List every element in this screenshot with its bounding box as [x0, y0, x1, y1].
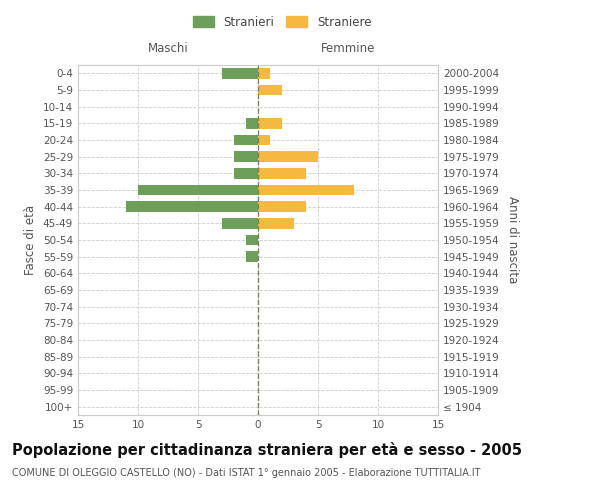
Bar	[258, 68, 270, 78]
Bar	[222, 218, 258, 229]
Bar	[222, 68, 258, 78]
Bar	[126, 201, 258, 212]
Bar	[258, 201, 306, 212]
Bar	[246, 234, 258, 246]
Bar	[234, 151, 258, 162]
Bar	[258, 184, 354, 196]
Bar	[138, 184, 258, 196]
Bar	[246, 251, 258, 262]
Text: COMUNE DI OLEGGIO CASTELLO (NO) - Dati ISTAT 1° gennaio 2005 - Elaborazione TUTT: COMUNE DI OLEGGIO CASTELLO (NO) - Dati I…	[12, 468, 481, 477]
Bar	[258, 84, 282, 96]
Bar	[258, 134, 270, 145]
Text: Popolazione per cittadinanza straniera per età e sesso - 2005: Popolazione per cittadinanza straniera p…	[12, 442, 522, 458]
Text: Maschi: Maschi	[148, 42, 188, 55]
Bar	[258, 151, 318, 162]
Bar	[234, 168, 258, 179]
Text: Femmine: Femmine	[321, 42, 375, 55]
Bar	[258, 218, 294, 229]
Legend: Stranieri, Straniere: Stranieri, Straniere	[188, 11, 376, 34]
Bar	[258, 168, 306, 179]
Bar	[246, 118, 258, 128]
Bar	[234, 134, 258, 145]
Bar	[258, 118, 282, 128]
Y-axis label: Fasce di età: Fasce di età	[25, 205, 37, 275]
Y-axis label: Anni di nascita: Anni di nascita	[506, 196, 519, 284]
